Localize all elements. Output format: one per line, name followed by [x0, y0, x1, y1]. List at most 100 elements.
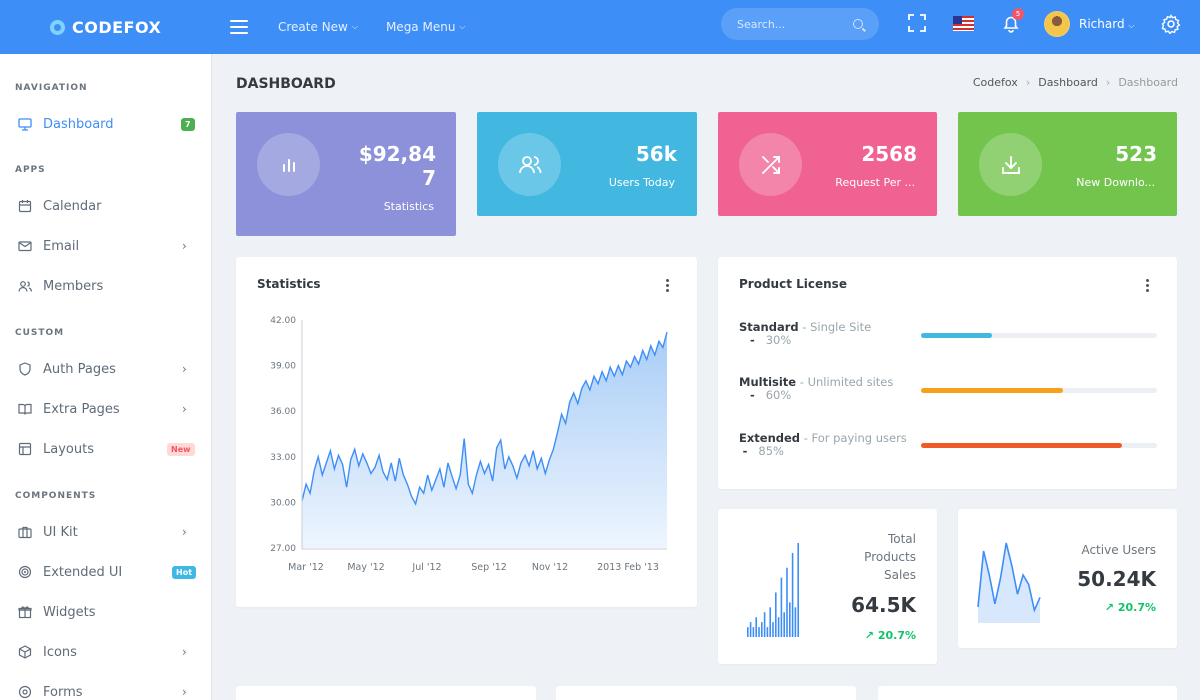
- breadcrumb-separator: ›: [1105, 76, 1111, 89]
- stat-card-users-today: 56k Users Today: [477, 112, 697, 216]
- active-users-card: Active Users 50.24K ↗ 20.7%: [958, 509, 1177, 648]
- section-components: COMPONENTS: [15, 491, 97, 501]
- more-vertical-icon[interactable]: [666, 279, 669, 292]
- stat-card-statistics: $92,84 7 Statistics: [236, 112, 456, 236]
- brand-logo[interactable]: CODEFOX: [0, 18, 212, 37]
- users-icon: [518, 155, 541, 173]
- count-badge: 7: [181, 117, 195, 131]
- sales-bar: [761, 622, 763, 637]
- card-title: Statistics: [257, 277, 321, 291]
- sales-bar: [772, 622, 774, 637]
- sidebar-item-ui-kit[interactable]: UI Kit ›: [0, 519, 212, 545]
- sidebar-item-label: Auth Pages: [43, 361, 116, 377]
- stat-label: Request Per ...: [835, 176, 915, 189]
- stat-value: 56k: [635, 142, 677, 166]
- chevron-right-icon: ›: [182, 645, 187, 659]
- stat-value: 2568: [861, 142, 917, 166]
- sidebar-item-members[interactable]: Members: [0, 273, 212, 299]
- sidebar-item-label: Email: [43, 238, 80, 254]
- download-icon: [1001, 155, 1020, 174]
- sales-bar: [763, 612, 766, 637]
- x-tick-label: Mar '12: [288, 562, 324, 573]
- menu-toggle-button[interactable]: [230, 20, 248, 34]
- target-icon: [18, 565, 32, 579]
- sales-bar: [794, 607, 797, 637]
- stat-label: Users Today: [608, 176, 675, 189]
- more-vertical-icon[interactable]: [1146, 279, 1149, 292]
- breadcrumb-item[interactable]: Codefox: [972, 76, 1018, 89]
- sidebar-item-dashboard[interactable]: Dashboard 7: [0, 111, 212, 137]
- chevron-down-icon: ⌵: [1128, 21, 1135, 30]
- sales-value: 64.5K: [851, 593, 916, 617]
- sidebar-item-icons[interactable]: Icons ›: [0, 639, 212, 665]
- sales-bar: [797, 543, 799, 637]
- y-tick-label: 42.00: [270, 316, 296, 326]
- user-avatar[interactable]: [1044, 11, 1070, 37]
- sidebar-item-calendar[interactable]: Calendar: [0, 193, 212, 219]
- gear-icon[interactable]: [1161, 14, 1181, 34]
- new-badge: New: [167, 442, 195, 456]
- trending-up-icon: ↗: [1104, 601, 1114, 614]
- x-tick-label: Nov '12: [532, 562, 568, 573]
- sales-bar: [749, 622, 752, 637]
- sidebar-item-extra-pages[interactable]: Extra Pages ›: [0, 396, 212, 422]
- license-row-multisite: Multisite - Unlimited sites - 60%: [739, 375, 894, 402]
- sales-label: Total Products Sales: [864, 532, 916, 582]
- sidebar-item-label: UI Kit: [43, 524, 78, 540]
- statistics-card: Statistics 42.00 39.00 36.00 33.00 30.00 27.0…: [236, 257, 697, 607]
- x-tick-label: May '12: [347, 562, 384, 573]
- sales-bar: [769, 607, 771, 637]
- sidebar-item-widgets[interactable]: Widgets: [0, 599, 212, 625]
- disc-icon: [18, 685, 32, 699]
- active-users-growth: ↗ 20.7%: [1104, 601, 1156, 614]
- create-new-menu[interactable]: Create New ⌵: [278, 20, 358, 34]
- sidebar-item-label: Widgets: [43, 604, 96, 620]
- active-users-label: Active Users: [1081, 543, 1156, 557]
- sidebar-item-layouts[interactable]: Layouts New: [0, 436, 212, 462]
- x-tick-label: Sep '12: [471, 562, 507, 573]
- license-row-extended: Extended - For paying users - 85%: [739, 431, 907, 458]
- x-tick-label: Jul '12: [411, 562, 441, 573]
- sales-bar: [786, 567, 788, 637]
- bottom-card: [236, 686, 536, 700]
- chevron-right-icon: ›: [182, 362, 187, 376]
- card-title: Product License: [739, 277, 847, 291]
- sales-bar: [791, 552, 794, 637]
- license-progress-standard: [921, 333, 1157, 338]
- user-menu[interactable]: Richard ⌵: [1079, 17, 1135, 31]
- bottom-card: [556, 686, 856, 700]
- sales-bar: [747, 627, 749, 637]
- fullscreen-icon[interactable]: [908, 14, 926, 32]
- total-products-sales-card: Total Products Sales 64.5K ↗ 20.7%: [718, 509, 937, 664]
- bar-chart-icon: [282, 158, 295, 172]
- briefcase-icon: [18, 526, 32, 539]
- y-tick-label: 36.00: [270, 407, 296, 417]
- users-line: [977, 542, 1041, 613]
- sidebar-item-forms[interactable]: Forms ›: [0, 679, 212, 700]
- sidebar-item-email[interactable]: Email ›: [0, 233, 212, 259]
- search-input[interactable]: [737, 17, 847, 31]
- search-icon[interactable]: [853, 19, 863, 29]
- sidebar: NAVIGATION Dashboard 7 APPS Calendar Ema…: [0, 54, 212, 700]
- stat-icon-circle: [257, 133, 320, 196]
- layout-icon: [18, 442, 32, 456]
- bell-icon[interactable]: [1002, 14, 1020, 34]
- calendar-icon: [18, 200, 32, 213]
- chevron-right-icon: ›: [182, 685, 187, 699]
- breadcrumb-item[interactable]: Dashboard: [1038, 76, 1098, 89]
- sales-bar: [775, 592, 777, 637]
- top-navbar: CODEFOX Create New ⌵ Mega Menu ⌵: [0, 0, 1200, 54]
- mega-menu[interactable]: Mega Menu ⌵: [385, 20, 466, 34]
- stat-label: Statistics: [383, 200, 434, 213]
- stat-icon-circle: [498, 133, 561, 196]
- x-tick-label: 2013 Feb '13: [597, 562, 659, 573]
- sidebar-item-extended-ui[interactable]: Extended UI Hot: [0, 559, 212, 585]
- sales-growth: ↗ 20.7%: [864, 629, 916, 642]
- us-flag-icon[interactable]: [953, 16, 974, 31]
- sidebar-item-label: Dashboard: [43, 116, 114, 132]
- sidebar-item-auth-pages[interactable]: Auth Pages ›: [0, 356, 212, 382]
- sidebar-item-label: Members: [43, 278, 104, 294]
- chevron-down-icon: ⌵: [459, 22, 466, 31]
- sales-bar: [758, 627, 760, 637]
- shuffle-icon: [761, 155, 780, 174]
